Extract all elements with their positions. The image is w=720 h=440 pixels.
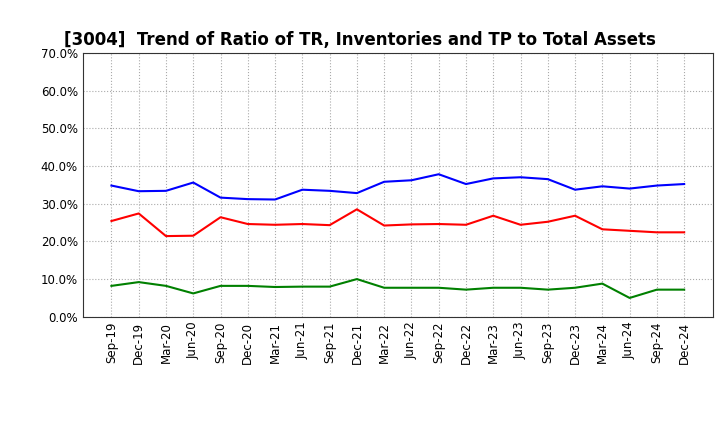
Inventories	[544, 176, 552, 182]
Trade Payables	[434, 285, 443, 290]
Inventories	[271, 197, 279, 202]
Trade Receivables	[571, 213, 580, 218]
Trade Payables	[625, 295, 634, 301]
Inventories	[298, 187, 307, 192]
Trade Payables	[489, 285, 498, 290]
Trade Payables	[353, 276, 361, 282]
Line: Inventories: Inventories	[112, 174, 684, 199]
Trade Payables	[462, 287, 470, 292]
Trade Receivables	[407, 222, 415, 227]
Trade Receivables	[652, 230, 661, 235]
Trade Receivables	[353, 207, 361, 212]
Trade Receivables	[271, 222, 279, 227]
Inventories	[243, 197, 252, 202]
Inventories	[162, 188, 171, 194]
Line: Trade Receivables: Trade Receivables	[112, 209, 684, 236]
Trade Receivables	[544, 219, 552, 224]
Inventories	[571, 187, 580, 192]
Inventories	[380, 179, 389, 184]
Inventories	[107, 183, 116, 188]
Inventories	[135, 189, 143, 194]
Trade Receivables	[516, 222, 525, 227]
Trade Payables	[107, 283, 116, 289]
Trade Payables	[189, 291, 197, 296]
Trade Receivables	[434, 221, 443, 227]
Inventories	[516, 175, 525, 180]
Trade Receivables	[162, 234, 171, 239]
Trade Payables	[571, 285, 580, 290]
Trade Receivables	[216, 215, 225, 220]
Trade Receivables	[380, 223, 389, 228]
Inventories	[598, 183, 607, 189]
Line: Trade Payables: Trade Payables	[112, 279, 684, 298]
Inventories	[462, 181, 470, 187]
Trade Receivables	[625, 228, 634, 234]
Trade Payables	[407, 285, 415, 290]
Inventories	[353, 191, 361, 196]
Trade Payables	[544, 287, 552, 292]
Trade Receivables	[135, 211, 143, 216]
Trade Payables	[162, 283, 171, 289]
Trade Payables	[271, 284, 279, 290]
Trade Payables	[652, 287, 661, 292]
Text: [3004]  Trend of Ratio of TR, Inventories and TP to Total Assets: [3004] Trend of Ratio of TR, Inventories…	[64, 31, 656, 49]
Trade Receivables	[189, 233, 197, 238]
Trade Payables	[243, 283, 252, 289]
Trade Payables	[216, 283, 225, 289]
Trade Receivables	[243, 221, 252, 227]
Inventories	[189, 180, 197, 185]
Trade Payables	[135, 279, 143, 285]
Inventories	[680, 181, 688, 187]
Trade Receivables	[107, 218, 116, 224]
Inventories	[625, 186, 634, 191]
Inventories	[325, 188, 334, 194]
Inventories	[407, 178, 415, 183]
Inventories	[216, 195, 225, 200]
Trade Payables	[680, 287, 688, 292]
Trade Payables	[380, 285, 389, 290]
Inventories	[652, 183, 661, 188]
Trade Payables	[298, 284, 307, 289]
Trade Payables	[598, 281, 607, 286]
Inventories	[489, 176, 498, 181]
Trade Receivables	[598, 227, 607, 232]
Inventories	[434, 172, 443, 177]
Trade Receivables	[489, 213, 498, 218]
Trade Receivables	[680, 230, 688, 235]
Trade Receivables	[298, 221, 307, 227]
Trade Receivables	[462, 222, 470, 227]
Trade Payables	[325, 284, 334, 289]
Trade Receivables	[325, 223, 334, 228]
Trade Payables	[516, 285, 525, 290]
